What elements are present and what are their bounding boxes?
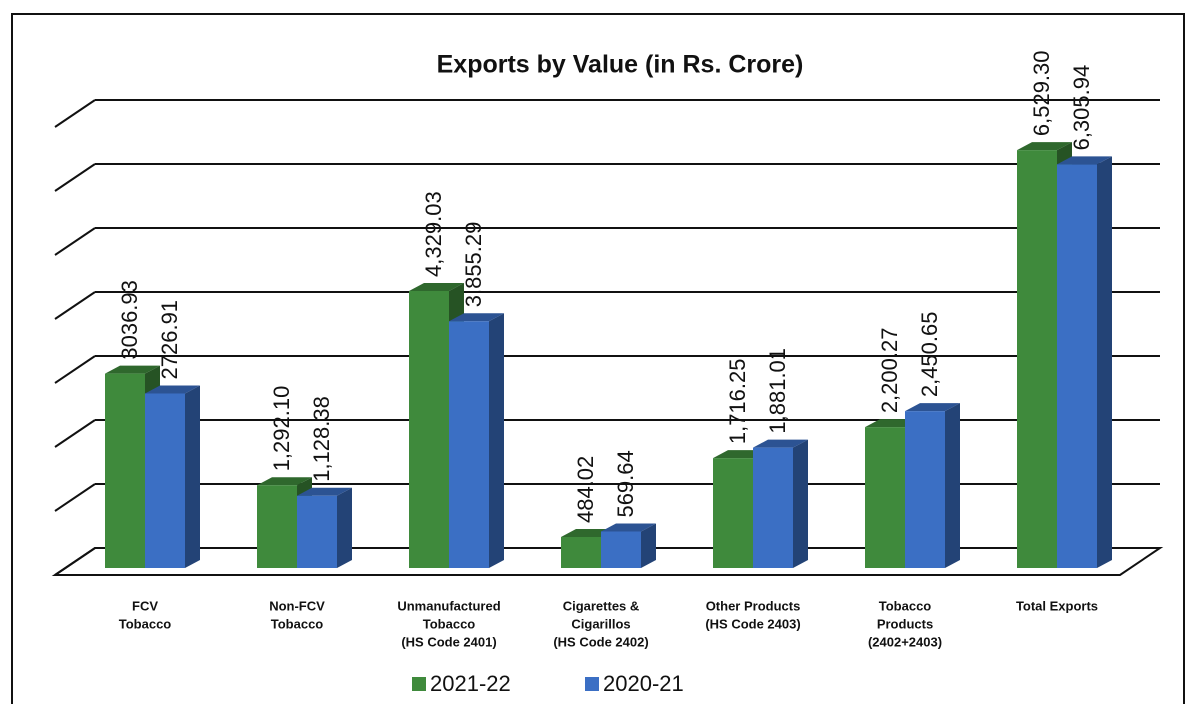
chart-frame	[11, 13, 1185, 704]
x-tick-label: (2402+2403)	[868, 634, 942, 649]
data-label: 1,292.10	[269, 386, 294, 472]
bar	[1057, 156, 1112, 568]
bar-front	[865, 427, 905, 568]
x-tick-label: Tobacco	[271, 616, 324, 631]
legend-label: 2021-22	[430, 671, 511, 696]
bar-side	[185, 385, 200, 568]
data-label: 2,200.27	[877, 328, 902, 414]
bar-top	[1017, 142, 1072, 151]
x-tick-label: Unmanufactured	[397, 598, 500, 613]
data-label: 6,305.94	[1069, 65, 1094, 151]
data-label: 3036.93	[117, 280, 142, 360]
bar-front	[561, 537, 601, 568]
data-label: 6,529.30	[1029, 50, 1054, 136]
data-label: 3,855.29	[461, 222, 486, 308]
data-label: 1,128.38	[309, 396, 334, 482]
grid-line-side	[54, 483, 96, 512]
bar-top	[297, 487, 352, 496]
x-tick-label: Total Exports	[1016, 598, 1098, 613]
bar-top	[753, 439, 808, 448]
x-tick-label: FCV	[132, 598, 158, 613]
bar-top	[449, 313, 504, 322]
legend-label: 2020-21	[603, 671, 684, 696]
bar-front	[753, 447, 793, 568]
bar-front	[905, 411, 945, 568]
bar-side	[337, 487, 352, 568]
bar-front	[1017, 150, 1057, 568]
x-tick-label: (HS Code 2401)	[401, 634, 496, 649]
bar-side	[489, 313, 504, 568]
bar-top	[601, 523, 656, 532]
bar	[449, 313, 504, 568]
bar-front	[297, 495, 337, 568]
bar-front	[1057, 164, 1097, 568]
bar-side	[793, 439, 808, 568]
x-tick-label: Other Products	[706, 598, 801, 613]
grid-line-side	[54, 99, 96, 128]
bar-top	[145, 385, 200, 394]
grid-line-side	[54, 291, 96, 320]
x-tick-label: (HS Code 2403)	[705, 616, 800, 631]
chart-title: Exports by Value (in Rs. Crore)	[437, 51, 804, 79]
x-tick-label: Products	[877, 616, 933, 631]
legend-swatch	[412, 677, 426, 691]
bar-front	[449, 321, 489, 568]
grid-line-side	[54, 547, 96, 576]
data-label: 4,329.03	[421, 191, 446, 277]
x-tick-label: Cigarettes &	[563, 598, 640, 613]
data-label: 569.64	[613, 450, 638, 517]
bar	[753, 439, 808, 568]
grid-line-side	[54, 227, 96, 256]
bar	[297, 487, 352, 568]
bar-front	[145, 393, 185, 568]
bar	[601, 523, 656, 568]
bar-top	[905, 403, 960, 412]
bar	[145, 385, 200, 568]
bar-front	[409, 290, 449, 568]
x-tick-label: Tobacco	[119, 616, 172, 631]
x-tick-label: (HS Code 2402)	[553, 634, 648, 649]
bar-top	[105, 365, 160, 374]
bar-front	[601, 531, 641, 568]
bar-side	[641, 523, 656, 568]
bar-front	[713, 458, 753, 568]
legend-swatch	[585, 677, 599, 691]
data-label: 484.02	[573, 456, 598, 523]
x-tick-label: Non-FCV	[269, 598, 325, 613]
bar-top	[257, 477, 312, 486]
bar-top	[1057, 156, 1112, 165]
bar	[905, 403, 960, 568]
data-label: 1,716.25	[725, 359, 750, 445]
data-label: 1,881.01	[765, 348, 790, 434]
x-tick-label: Tobacco	[879, 598, 932, 613]
grid-line-side	[54, 163, 96, 192]
grid-line-side	[54, 419, 96, 448]
x-tick-label: Cigarillos	[571, 616, 630, 631]
data-label: 2726.91	[157, 300, 182, 380]
x-tick-label: Tobacco	[423, 616, 476, 631]
bar-front	[257, 485, 297, 568]
grid-line-side	[54, 355, 96, 384]
bar-side	[945, 403, 960, 568]
bar-side	[1097, 156, 1112, 568]
data-label: 2,450.65	[917, 312, 942, 398]
bar-top	[409, 282, 464, 291]
bar-front	[105, 373, 145, 568]
